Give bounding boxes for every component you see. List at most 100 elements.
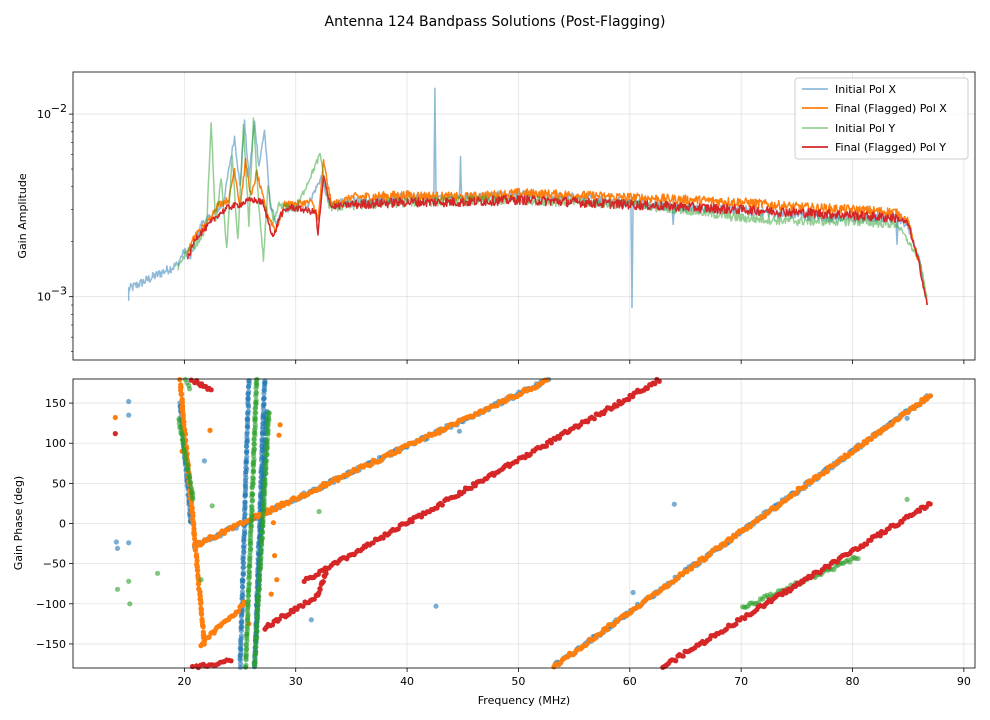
amplitude-y-tick-exponent: −2 bbox=[51, 102, 67, 115]
phase-point-initial-y bbox=[264, 452, 270, 458]
phase-point-final-y bbox=[673, 658, 679, 664]
legend-frame bbox=[794, 77, 969, 160]
phase-point-initial-x bbox=[245, 408, 251, 414]
phase-point-final-y bbox=[783, 590, 789, 596]
phase-point-initial-y bbox=[258, 554, 264, 561]
phase-point-initial-y bbox=[243, 662, 249, 668]
phase-point-final-y bbox=[228, 658, 234, 664]
phase-point-initial-y bbox=[904, 496, 910, 502]
phase-point-initial-x bbox=[261, 395, 267, 401]
phase-point-initial-x bbox=[239, 577, 245, 583]
phase-point-initial-y bbox=[257, 571, 263, 577]
phase-point-initial-y bbox=[114, 586, 121, 592]
phase-point-final-x bbox=[268, 591, 274, 597]
phase-point-final-x bbox=[868, 436, 874, 442]
phase-point-final-y bbox=[652, 381, 658, 387]
phase-point-initial-x bbox=[242, 499, 248, 505]
phase-point-final-y bbox=[591, 416, 597, 422]
phase-point-final-x bbox=[824, 469, 830, 475]
phase-y-tick-label: 50 bbox=[52, 477, 66, 490]
phase-point-final-y bbox=[286, 611, 292, 617]
phase-point-final-x bbox=[192, 547, 199, 553]
phase-point-initial-x bbox=[671, 501, 677, 507]
amplitude-axes-frame bbox=[72, 71, 976, 361]
amplitude-ylabel: Gain Amplitude bbox=[16, 173, 29, 258]
phase-point-initial-y bbox=[259, 528, 265, 534]
phase-point-final-y bbox=[723, 626, 730, 632]
phase-y-tick-label: −100 bbox=[36, 598, 66, 611]
phase-point-initial-x bbox=[242, 512, 248, 518]
phase-point-initial-y bbox=[256, 594, 262, 600]
phase-point-initial-y bbox=[253, 389, 259, 395]
phase-point-final-x bbox=[722, 542, 728, 548]
phase-point-initial-y bbox=[243, 643, 249, 649]
x-tick-label: 40 bbox=[400, 675, 414, 688]
phase-point-final-x bbox=[270, 520, 276, 526]
phase-point-initial-x bbox=[238, 624, 244, 630]
phase-point-final-y bbox=[468, 485, 474, 491]
phase-point-initial-x bbox=[244, 454, 250, 460]
phase-point-initial-y bbox=[246, 581, 252, 587]
phase-point-initial-x bbox=[262, 378, 268, 384]
phase-point-initial-y bbox=[262, 476, 268, 482]
figure-title: Antenna 124 Bandpass Solutions (Post-Fla… bbox=[325, 14, 666, 30]
phase-point-final-x bbox=[273, 506, 279, 513]
phase-y-tick-label: 150 bbox=[45, 397, 66, 410]
phase-point-final-y bbox=[733, 621, 739, 627]
phase-point-initial-y bbox=[259, 535, 265, 541]
amplitude-ticks: 10−310−2 bbox=[37, 102, 965, 364]
phase-point-final-x bbox=[802, 484, 809, 490]
phase-point-initial-y bbox=[264, 458, 270, 464]
phase-point-initial-x bbox=[259, 437, 265, 443]
phase-point-final-y bbox=[527, 451, 533, 457]
amplitude-panel: 10−310−2 Gain Amplitude Initial Pol X Fi… bbox=[16, 71, 976, 364]
amplitude-line-final-y bbox=[186, 175, 928, 306]
phase-point-initial-x bbox=[243, 484, 249, 490]
phase-point-final-y bbox=[317, 586, 323, 593]
phase-point-initial-x bbox=[904, 415, 910, 421]
phase-point-final-x bbox=[695, 561, 701, 567]
phase-panel: 20 30 40 50 60 70 80 90 −150 −100 −50 0 50 100 150 Gai… bbox=[12, 376, 976, 707]
phase-point-final-y bbox=[439, 502, 445, 508]
phase-point-initial-x bbox=[260, 420, 266, 426]
phase-point-initial-x bbox=[126, 540, 132, 546]
phase-point-initial-y bbox=[247, 553, 253, 559]
phase-point-initial-y bbox=[183, 456, 189, 462]
x-tick-label: 80 bbox=[846, 675, 860, 688]
phase-point-final-y bbox=[927, 501, 933, 507]
phase-point-final-x bbox=[198, 601, 204, 607]
phase-point-initial-y bbox=[249, 503, 255, 509]
phase-point-final-x bbox=[195, 568, 201, 574]
x-tick-label: 50 bbox=[511, 675, 525, 688]
phase-point-initial-x bbox=[241, 564, 247, 570]
phase-point-final-y bbox=[320, 579, 326, 585]
phase-y-tick-label: 100 bbox=[45, 437, 66, 450]
phase-point-final-x bbox=[178, 392, 184, 398]
phase-point-initial-x bbox=[241, 549, 247, 555]
phase-point-initial-y bbox=[183, 452, 189, 458]
phase-point-initial-x bbox=[126, 412, 132, 418]
phase-point-initial-y bbox=[209, 503, 215, 509]
phase-point-initial-x bbox=[244, 448, 250, 454]
x-tick-label: 20 bbox=[177, 675, 191, 688]
amplitude-series bbox=[127, 87, 928, 309]
phase-point-final-x bbox=[276, 432, 282, 438]
phase-series bbox=[112, 376, 934, 671]
phase-point-final-y bbox=[395, 526, 401, 532]
phase-point-initial-x bbox=[261, 401, 267, 407]
phase-point-initial-y bbox=[126, 578, 132, 584]
phase-point-initial-y bbox=[251, 441, 257, 447]
phase-point-initial-x bbox=[240, 569, 246, 576]
phase-point-final-x bbox=[112, 414, 118, 421]
legend-label-final-x: Final (Flagged) Pol X bbox=[835, 102, 947, 115]
phase-point-final-x bbox=[897, 415, 903, 421]
phase-point-final-x bbox=[189, 505, 195, 512]
phase-point-final-y bbox=[300, 603, 306, 609]
phase-point-initial-x bbox=[241, 527, 248, 534]
phase-point-final-y bbox=[917, 508, 923, 514]
phase-point-initial-x bbox=[258, 479, 264, 485]
phase-point-initial-x bbox=[239, 589, 245, 595]
phase-point-final-x bbox=[198, 606, 204, 612]
phase-point-initial-y bbox=[254, 606, 261, 612]
phase-point-initial-y bbox=[155, 570, 161, 576]
